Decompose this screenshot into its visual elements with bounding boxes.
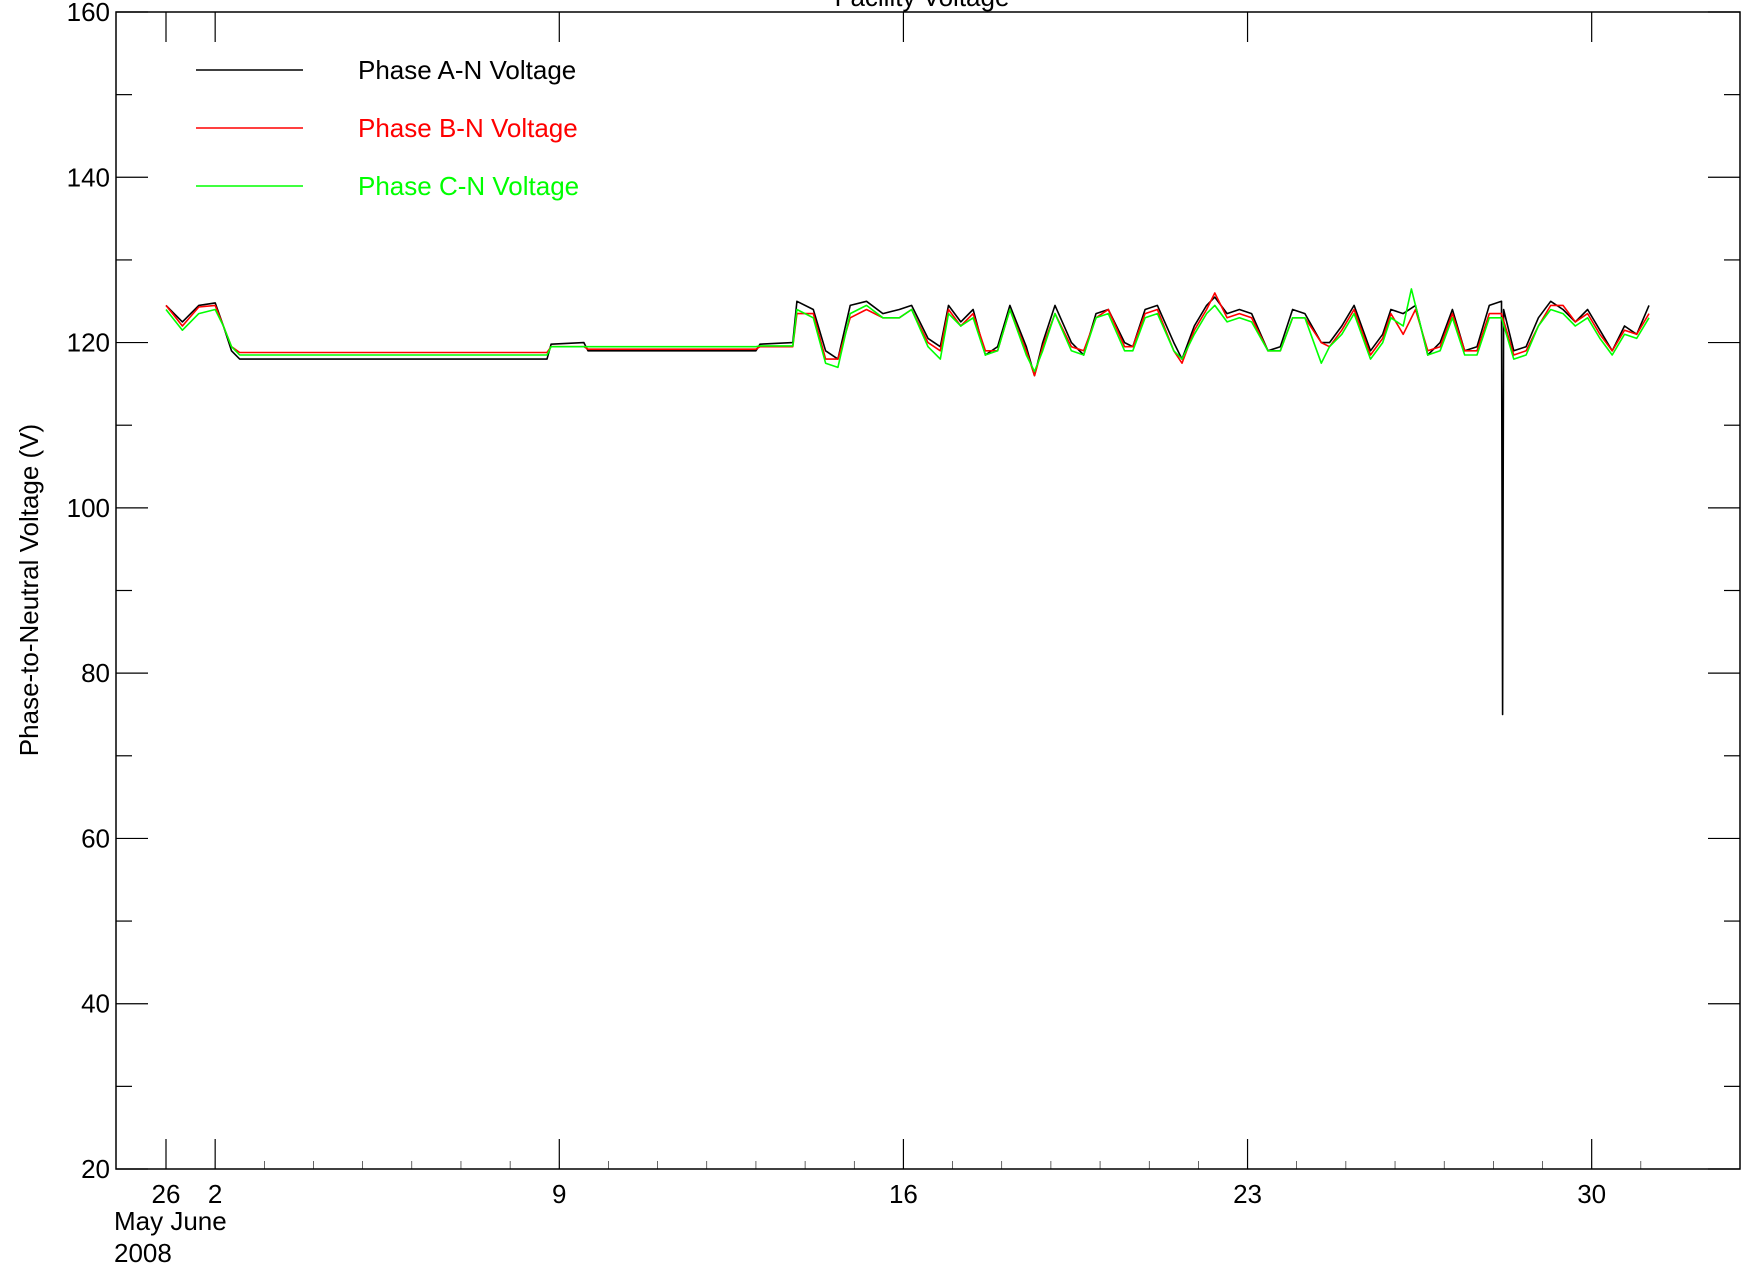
y-tick-label: 60 [81,823,110,853]
series-line-1 [165,296,1650,716]
legend: Phase A-N Voltage Phase B-N Voltage Phase … [196,55,579,201]
x-axis-month-label: May June [114,1206,227,1236]
x-axis-year-label: 2008 [114,1238,172,1268]
x-tick-label: 23 [1233,1179,1262,1209]
y-tick-label: 40 [81,989,110,1019]
series-layer [165,288,1650,716]
y-tick-label: 120 [67,328,110,358]
x-axis-ticks: 26 2 9 16 23 30 [152,12,1642,1209]
y-tick-label: 20 [81,1154,110,1184]
x-tick-label: 16 [889,1179,918,1209]
legend-label: Phase B-N Voltage [358,113,578,143]
y-tick-label: 100 [67,493,110,523]
legend-label: Phase A-N Voltage [358,55,576,85]
y-tick-label: 80 [81,658,110,688]
y-axis-ticks: 20 40 60 80 100 120 140 160 [67,0,1740,1184]
series-line-3 [165,288,1650,373]
chart-title: Facility Voltage [835,0,1010,12]
y-tick-label: 160 [67,0,110,27]
x-tick-label: 9 [552,1179,566,1209]
x-tick-label: 30 [1577,1179,1606,1209]
x-tick-label: 2 [208,1179,222,1209]
legend-label: Phase C-N Voltage [358,171,579,201]
series-line-2 [165,292,1650,377]
y-axis-title: Phase-to-Neutral Voltage (V) [14,424,44,756]
y-tick-label: 140 [67,162,110,192]
x-tick-label: 26 [152,1179,181,1209]
